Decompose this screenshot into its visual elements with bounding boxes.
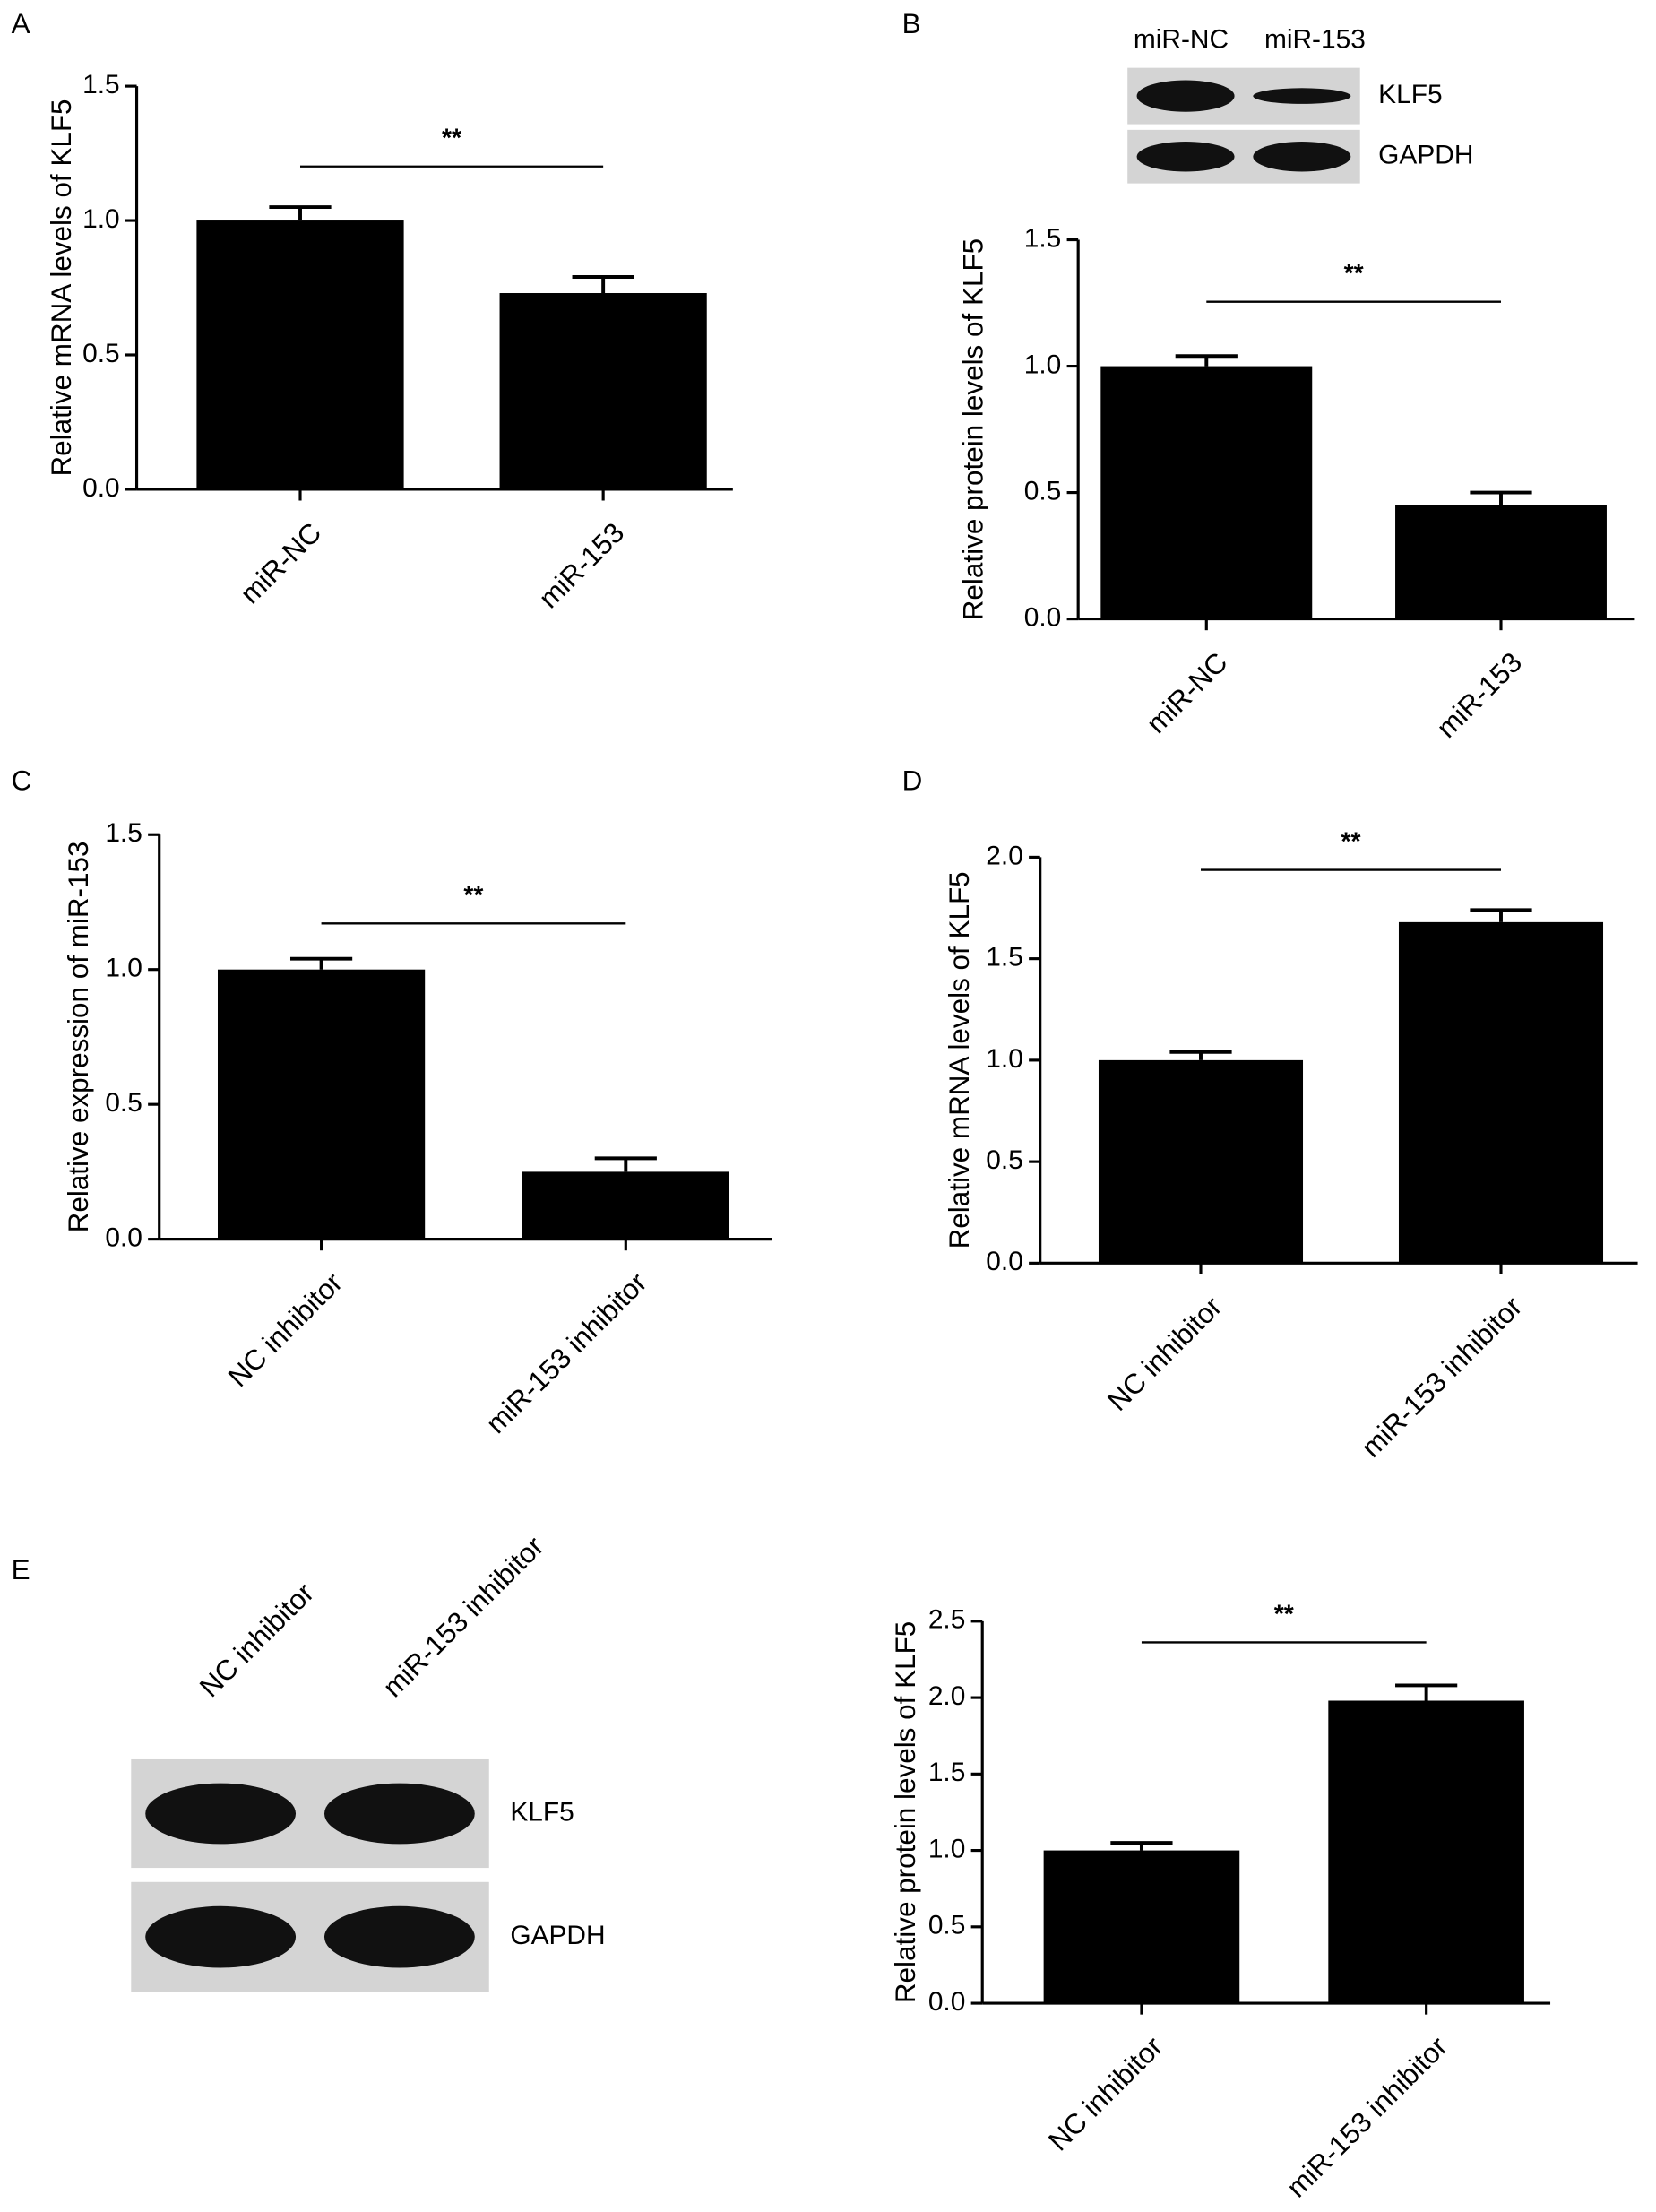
y-tick-label: 1.5: [986, 943, 1023, 972]
y-tick-label: 1.5: [928, 1758, 966, 1787]
y-tick-label: 0.0: [1024, 603, 1062, 633]
bar: [217, 969, 426, 1240]
lane-label: miR-NC: [1134, 25, 1229, 55]
y-tick-label: 1.0: [82, 204, 120, 234]
error-bar: [1470, 908, 1532, 922]
bar: [1098, 1059, 1304, 1264]
x-tick-label: NC inhibitor: [222, 1266, 349, 1393]
y-tick-label: 0.5: [82, 339, 120, 368]
y-tick-label: 1.0: [986, 1044, 1023, 1074]
lane-label: miR-153 inhibitor: [377, 1531, 550, 1704]
significance: **: [463, 880, 483, 909]
bar: [1328, 1700, 1524, 2004]
y-tick-label: 0.5: [986, 1145, 1023, 1175]
lane-label: miR-153: [1264, 25, 1366, 55]
panel-label: C: [12, 765, 32, 796]
y-tick-label: 1.5: [82, 70, 120, 99]
blot-band: [323, 1783, 475, 1845]
y-axis-label: Relative protein levels of KLF5: [958, 238, 989, 620]
y-axis-label: Relative mRNA levels of KLF5: [944, 871, 975, 1249]
band-label: GAPDH: [510, 1921, 605, 1950]
blot-band: [1253, 88, 1351, 104]
significance: **: [442, 124, 461, 152]
x-tick-label: NC inhibitor: [1042, 2031, 1169, 2157]
bar: [1395, 505, 1607, 619]
y-tick-label: 1.5: [1024, 223, 1062, 253]
error-bar: [594, 1156, 657, 1172]
x-tick-label: miR-NC: [234, 517, 327, 610]
significance: **: [1341, 827, 1360, 856]
blot-band: [323, 1905, 475, 1968]
error-bar: [572, 275, 634, 294]
bar: [196, 220, 404, 489]
blot-band: [1136, 142, 1235, 172]
bar: [1043, 1850, 1240, 2004]
x-tick-label: miR-153: [1430, 646, 1528, 744]
bar: [522, 1171, 729, 1240]
band-label: KLF5: [1378, 80, 1442, 109]
error-bar: [1110, 1841, 1173, 1851]
error-bar: [289, 956, 353, 970]
significance: **: [1344, 259, 1364, 288]
x-tick-label: miR-153 inhibitor: [480, 1266, 653, 1439]
x-tick-label: miR-NC: [1141, 646, 1234, 739]
y-axis-label: Relative mRNA levels of KLF5: [46, 99, 77, 476]
error-bar: [1169, 1050, 1232, 1060]
y-tick-label: 0.0: [105, 1223, 142, 1253]
x-tick-label: NC inhibitor: [1101, 1291, 1228, 1417]
significance: **: [1274, 1599, 1294, 1628]
panel-label: E: [12, 1554, 30, 1586]
y-tick-label: 0.0: [82, 473, 120, 503]
band-label: GAPDH: [1378, 141, 1473, 170]
error-bar: [1470, 490, 1532, 505]
y-tick-label: 0.0: [986, 1247, 1023, 1276]
error-bar: [1395, 1683, 1458, 1701]
y-tick-label: 0.0: [928, 1987, 966, 2017]
x-tick-label: miR-153 inhibitor: [1281, 2031, 1453, 2204]
x-tick-label: miR-153: [533, 517, 631, 615]
blot-band: [1253, 142, 1351, 172]
y-tick-label: 0.5: [105, 1088, 142, 1118]
y-tick-label: 2.0: [928, 1681, 966, 1711]
y-tick-label: 1.0: [1024, 350, 1062, 379]
band-label: KLF5: [510, 1797, 574, 1827]
blot-band: [1136, 80, 1235, 112]
x-tick-label: miR-153 inhibitor: [1355, 1291, 1528, 1464]
error-bar: [1175, 354, 1238, 367]
y-tick-label: 1.0: [928, 1834, 966, 1863]
blot-band: [145, 1783, 297, 1845]
y-tick-label: 2.5: [928, 1605, 966, 1635]
y-axis-label: Relative protein levels of KLF5: [890, 1621, 921, 2003]
panel-label: B: [902, 8, 921, 39]
bar: [1100, 366, 1313, 619]
panel-label: A: [12, 8, 30, 39]
blot-band: [145, 1905, 297, 1968]
bar: [499, 293, 707, 489]
y-tick-label: 0.5: [928, 1911, 966, 1940]
lane-label: NC inhibitor: [194, 1577, 320, 1703]
y-tick-label: 1.0: [105, 954, 142, 983]
panel-label: D: [902, 765, 923, 796]
y-tick-label: 1.5: [105, 818, 142, 848]
y-tick-label: 0.5: [1024, 476, 1062, 505]
y-axis-label: Relative expression of miR-153: [63, 842, 94, 1233]
error-bar: [269, 205, 332, 221]
y-tick-label: 2.0: [986, 841, 1023, 870]
bar: [1398, 921, 1604, 1264]
